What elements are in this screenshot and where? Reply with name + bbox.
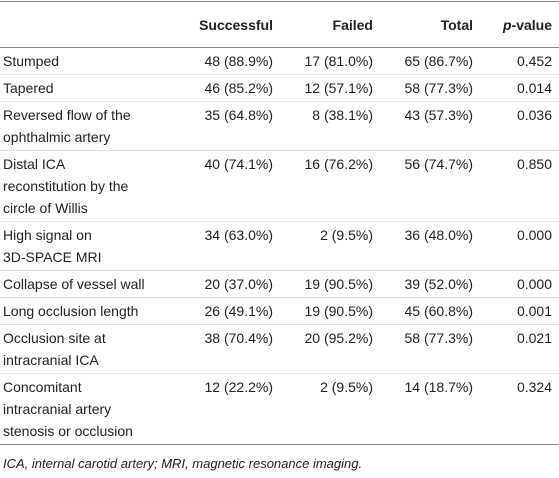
cell: 56 (74.7%)	[404, 156, 473, 172]
label-line: Distal ICA	[3, 156, 66, 172]
label-line: ophthalmic artery	[3, 129, 111, 145]
cell: 2 (9.5%)	[320, 227, 373, 243]
label-line: High signal on	[3, 227, 92, 243]
cell: 48 (88.9%)	[204, 53, 273, 69]
cell: 35 (64.8%)	[204, 107, 273, 123]
label-line: Occlusion site at	[3, 330, 106, 346]
cell: 2 (9.5%)	[320, 379, 373, 395]
cell: 46 (85.2%)	[204, 80, 273, 96]
row-label: Long occlusion length	[0, 298, 175, 325]
table-row: Collapse of vessel wall 20 (37.0%) 19 (90.…	[0, 271, 559, 298]
data-table: Successful Failed Total p-value Stumped 48 (…	[0, 1, 559, 445]
cell: 0.850	[516, 156, 552, 172]
table-row: High signal on 3D-SPACE MRI 34 (63.0%) 2 (9…	[0, 222, 559, 271]
cell: 0.324	[516, 379, 552, 395]
table-body: Stumped 48 (88.9%) 17 (81.0%) 65 (86.7%) 0.4…	[0, 48, 559, 445]
cell: 12 (22.2%)	[204, 379, 273, 395]
cell: 0.000	[516, 227, 552, 243]
cell: 45 (60.8%)	[404, 303, 473, 319]
row-label: Stumped	[0, 48, 175, 75]
table-row: Tapered 46 (85.2%) 12 (57.1%) 58 (77.3%) 0.0…	[0, 75, 559, 102]
cell: 20 (95.2%)	[304, 330, 373, 346]
label-line: Reversed flow of the	[3, 107, 131, 123]
cell: 0.452	[516, 53, 552, 69]
table-row: Occlusion site at intracranial ICA 38 (70.…	[0, 325, 559, 374]
row-label: Concomitant intracranial artery stenosis o…	[0, 374, 175, 445]
cell: 43 (57.3%)	[404, 107, 473, 123]
column-header: Successful	[175, 1, 280, 48]
cell: 17 (81.0%)	[304, 53, 373, 69]
cell: 39 (52.0%)	[404, 276, 473, 292]
cell: 19 (90.5%)	[304, 303, 373, 319]
cell: 20 (37.0%)	[204, 276, 273, 292]
cell: 38 (70.4%)	[204, 330, 273, 346]
table-row: Stumped 48 (88.9%) 17 (81.0%) 65 (86.7%) 0.4…	[0, 48, 559, 75]
label-line: 3D-SPACE MRI	[3, 249, 102, 265]
column-header: Total	[380, 1, 480, 48]
label-line: intracranial ICA	[3, 352, 99, 368]
label-line: Stumped	[3, 53, 60, 69]
label-line: circle of Willis	[3, 200, 88, 216]
label-line: reconstitution by the	[3, 178, 129, 194]
label-line: intracranial artery	[3, 401, 112, 417]
table-row: Reversed flow of the ophthalmic artery 35 …	[0, 102, 559, 151]
row-label: Distal ICA reconstitution by the circle of…	[0, 151, 175, 222]
cell: 0.021	[516, 330, 552, 346]
cell: 0.000	[516, 276, 552, 292]
cell: 58 (77.3%)	[404, 80, 473, 96]
cell: 36 (48.0%)	[404, 227, 473, 243]
cell: 19 (90.5%)	[304, 276, 373, 292]
row-label: High signal on 3D-SPACE MRI	[0, 222, 175, 271]
cell: 40 (74.1%)	[204, 156, 273, 172]
column-header: Failed	[280, 1, 380, 48]
header-italic: p	[502, 16, 512, 33]
header-cell	[0, 1, 175, 48]
label-line: stenosis or occlusion	[3, 423, 133, 439]
cell: 14 (18.7%)	[404, 379, 473, 395]
label-line: Concomitant	[3, 379, 82, 395]
row-label: Occlusion site at intracranial ICA	[0, 325, 175, 374]
row-label: Reversed flow of the ophthalmic artery	[0, 102, 175, 151]
cell: 0.036	[516, 107, 552, 123]
footnote: ICA, internal carotid artery; MRI, magne…	[3, 456, 363, 471]
cell: 34 (63.0%)	[204, 227, 273, 243]
cell: 12 (57.1%)	[304, 80, 373, 96]
cell: 65 (86.7%)	[404, 53, 473, 69]
cell: 8 (38.1%)	[312, 107, 373, 123]
cell: 26 (49.1%)	[204, 303, 273, 319]
cell: 58 (77.3%)	[404, 330, 473, 346]
table-row: Concomitant intracranial artery stenosis o…	[0, 374, 559, 445]
row-label: Tapered	[0, 75, 175, 102]
cell: 0.001	[516, 303, 552, 319]
label-line: Tapered	[3, 80, 54, 96]
table-row: Long occlusion length 26 (49.1%) 19 (90.5%…	[0, 298, 559, 325]
label-line: Collapse of vessel wall	[3, 276, 145, 292]
row-label: Collapse of vessel wall	[0, 271, 175, 298]
header-text: -value	[511, 16, 552, 33]
column-header: p-value	[480, 1, 559, 48]
label-line: Long occlusion length	[3, 303, 139, 319]
cell: 16 (76.2%)	[304, 156, 373, 172]
table-row: Distal ICA reconstitution by the circle of…	[0, 151, 559, 222]
header-row: Successful Failed Total p-value	[0, 1, 559, 48]
cell: 0.014	[516, 80, 552, 96]
